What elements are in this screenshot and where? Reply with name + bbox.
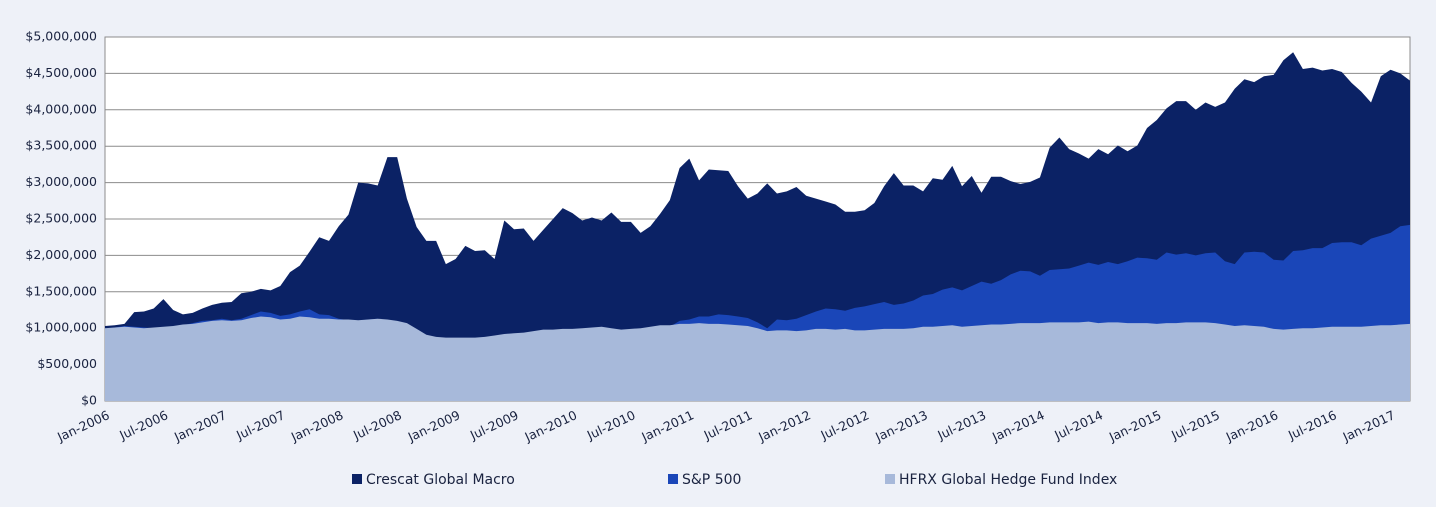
y-tick-label: $2,000,000 bbox=[25, 247, 97, 262]
x-tick-label: Jul-2012 bbox=[818, 407, 872, 443]
y-tick-label: $500,000 bbox=[37, 356, 97, 371]
x-tick-label: Jul-2015 bbox=[1168, 407, 1222, 443]
legend-swatch bbox=[885, 474, 895, 484]
x-tick-label: Jan-2011 bbox=[638, 407, 696, 445]
x-tick-label: Jul-2006 bbox=[116, 407, 170, 443]
x-tick-label: Jan-2016 bbox=[1223, 407, 1281, 445]
x-tick-label: Jan-2008 bbox=[288, 407, 346, 445]
x-tick-label: Jan-2007 bbox=[171, 407, 229, 445]
x-tick-label: Jul-2008 bbox=[350, 407, 404, 443]
area bbox=[105, 316, 1410, 401]
y-tick-label: $4,000,000 bbox=[25, 101, 97, 116]
y-tick-label: $0 bbox=[81, 393, 97, 408]
x-tick-label: Jan-2013 bbox=[872, 407, 930, 445]
x-tick-label: Jan-2017 bbox=[1340, 407, 1398, 445]
legend-swatch bbox=[352, 474, 362, 484]
legend-label: Crescat Global Macro bbox=[366, 472, 515, 488]
areas bbox=[105, 52, 1410, 402]
y-tick-label: $4,500,000 bbox=[25, 65, 97, 80]
legend-label: S&P 500 bbox=[682, 472, 741, 488]
legend: Crescat Global Macro S&P 500 HFRX Global H… bbox=[352, 472, 1117, 488]
x-tick-label: Jan-2012 bbox=[755, 407, 813, 445]
y-tick-label: $2,500,000 bbox=[25, 211, 97, 226]
x-tick-label: Jan-2014 bbox=[989, 407, 1047, 445]
x-tick-label: Jul-2013 bbox=[934, 407, 988, 443]
x-tick-label: Jul-2011 bbox=[701, 407, 755, 443]
y-tick-label: $1,000,000 bbox=[25, 320, 97, 335]
x-tick-label: Jul-2010 bbox=[584, 407, 638, 443]
y-tick-label: $1,500,000 bbox=[25, 283, 97, 298]
x-tick-label: Jan-2006 bbox=[54, 407, 112, 445]
legend-label: HFRX Global Hedge Fund Index bbox=[899, 472, 1117, 488]
x-tick-label: Jul-2009 bbox=[467, 407, 521, 443]
x-tick-label: Jul-2007 bbox=[233, 407, 287, 443]
y-tick-label: $5,000,000 bbox=[25, 29, 97, 44]
x-tick-label: Jul-2014 bbox=[1051, 407, 1105, 443]
legend-swatch bbox=[668, 474, 678, 484]
x-tick-label: Jan-2010 bbox=[522, 407, 580, 445]
x-tick-label: Jan-2009 bbox=[405, 407, 463, 445]
x-tick-label: Jan-2015 bbox=[1106, 407, 1164, 445]
y-tick-label: $3,000,000 bbox=[25, 174, 97, 189]
y-tick-label: $3,500,000 bbox=[25, 138, 97, 153]
x-tick-label: Jul-2016 bbox=[1285, 407, 1339, 443]
